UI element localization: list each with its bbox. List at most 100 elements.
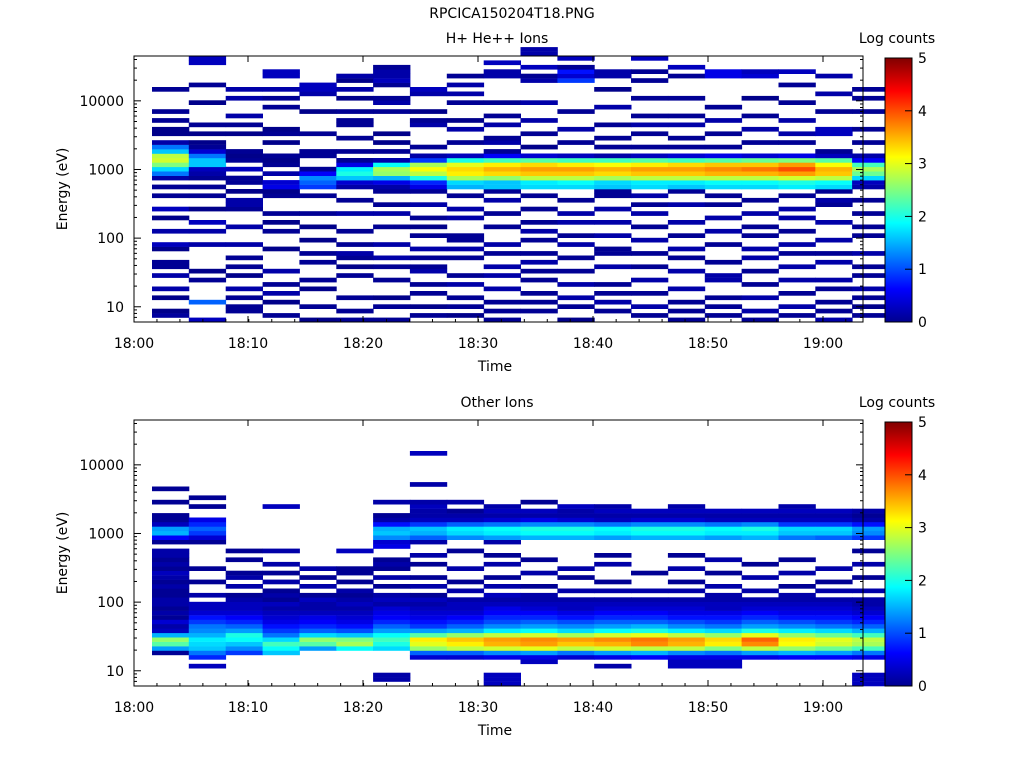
spectrogram-cell <box>188 131 227 137</box>
spectrogram-cell <box>373 69 411 74</box>
spectrogram-cell <box>225 641 263 647</box>
spectrogram-cell <box>852 162 890 168</box>
spectrogram-cell <box>446 610 485 616</box>
spectrogram-cell <box>225 308 263 314</box>
spectrogram-cell <box>557 632 595 638</box>
spectrogram-cell <box>152 570 190 576</box>
spectrogram-cell <box>631 162 669 168</box>
spectrogram-cell <box>520 299 558 305</box>
spectrogram-cell <box>336 623 374 629</box>
spectrogram-cell <box>667 659 706 665</box>
spectrogram-cell <box>262 126 300 132</box>
spectrogram-cell <box>409 268 448 274</box>
spectrogram-cell <box>557 513 595 518</box>
spectrogram-cell <box>336 597 374 602</box>
spectrogram-cell <box>631 251 669 256</box>
spectrogram-cell <box>778 628 816 634</box>
spectrogram-cell <box>778 228 816 234</box>
spectrogram-cell <box>409 584 448 589</box>
spectrogram-cell <box>704 259 743 265</box>
spectrogram-cell <box>704 158 743 163</box>
spectrogram-cell <box>520 291 558 296</box>
spectrogram-cell <box>631 517 669 523</box>
spectrogram-cell <box>409 499 448 505</box>
spectrogram-cell <box>446 158 485 163</box>
spectrogram-cell <box>152 557 190 563</box>
spectrogram-cell <box>373 499 411 505</box>
spectrogram-cell <box>741 650 779 656</box>
spectrogram-cell <box>704 655 743 660</box>
spectrogram-cell <box>152 264 190 270</box>
spectrogram-cell <box>852 681 890 687</box>
spectrogram-cell <box>409 482 448 487</box>
spectrogram-cell <box>667 233 706 238</box>
ylabel-h-he: Energy (eV) <box>55 148 71 231</box>
spectrogram-cell <box>483 149 521 154</box>
spectrogram-cell <box>188 175 227 181</box>
spectrogram-cell <box>557 211 595 216</box>
spectrogram-cell <box>815 126 853 132</box>
spectrogram-cell <box>262 162 300 168</box>
spectrogram-cell <box>446 513 485 518</box>
spectrogram-cell <box>225 592 263 598</box>
spectrogram-cell <box>594 282 632 287</box>
spectrogram-cell <box>409 610 448 616</box>
colorbar-label-h-he: Log counts <box>859 31 935 47</box>
spectrogram-cell <box>520 158 558 163</box>
spectrogram-cell <box>631 597 669 602</box>
spectrogram-cell <box>520 606 558 611</box>
spectrogram-cell <box>852 153 890 159</box>
spectrogram-cell <box>409 535 448 540</box>
spectrogram-cell <box>520 251 558 256</box>
spectrogram-cell <box>778 513 816 518</box>
spectrogram-cell <box>409 144 448 150</box>
x-tick-label: 18:10 <box>228 336 268 352</box>
spectrogram-cell <box>667 286 706 292</box>
spectrogram-cell <box>852 623 890 629</box>
spectrogram-cell <box>778 277 816 283</box>
spectrogram-cell <box>815 277 853 283</box>
spectrogram-cell <box>409 162 448 168</box>
spectrogram-cell <box>594 175 632 181</box>
spectrogram-cell <box>667 175 706 181</box>
spectrogram-cell <box>483 211 521 216</box>
spectrogram-cell <box>631 175 669 181</box>
spectrogram-cell <box>815 526 853 532</box>
spectrogram-cell <box>336 95 374 101</box>
spectrogram-cell <box>336 158 374 163</box>
spectrogram-cell <box>741 69 779 74</box>
spectrogram-cell <box>373 544 411 549</box>
spectrogram-cell <box>815 513 853 518</box>
spectrogram-cell <box>409 553 448 558</box>
spectrogram-cell <box>594 526 632 532</box>
spectrogram-cell <box>520 499 558 505</box>
spectrogram-cell <box>483 606 521 611</box>
spectrogram-cell <box>594 650 632 656</box>
spectrogram-cell <box>262 95 300 101</box>
spectrogram-cell <box>741 615 779 620</box>
colorbar-ticks-other: 0 1 2 3 4 5 <box>905 415 927 695</box>
spectrogram-cell <box>667 113 706 119</box>
spectrogram-cell <box>336 175 374 181</box>
spectrogram-cell <box>373 131 411 137</box>
spectrogram-cell <box>446 273 485 278</box>
spectrogram-cell <box>446 655 485 660</box>
spectrogram-cell <box>446 175 485 181</box>
spectrogram-cell <box>520 508 558 514</box>
spectrogram-cell <box>446 499 485 505</box>
spectrogram-cell <box>852 109 890 114</box>
spectrogram-cell <box>483 273 521 278</box>
spectrogram-cell <box>336 87 374 92</box>
spectrogram-cell <box>852 517 890 523</box>
spectrogram-cell <box>704 277 743 283</box>
spectrogram-cell <box>667 122 706 128</box>
spectrogram-cell <box>373 619 411 625</box>
spectrogram-cell <box>336 242 374 247</box>
spectrogram-cell <box>299 91 337 97</box>
spectrogram-cell <box>262 228 300 234</box>
spectrogram-cell <box>594 73 632 79</box>
spectrogram-cell <box>667 579 706 585</box>
spectrogram-cell <box>667 220 706 225</box>
spectrogram-cell <box>483 508 521 514</box>
spectrogram-cell <box>262 637 300 642</box>
